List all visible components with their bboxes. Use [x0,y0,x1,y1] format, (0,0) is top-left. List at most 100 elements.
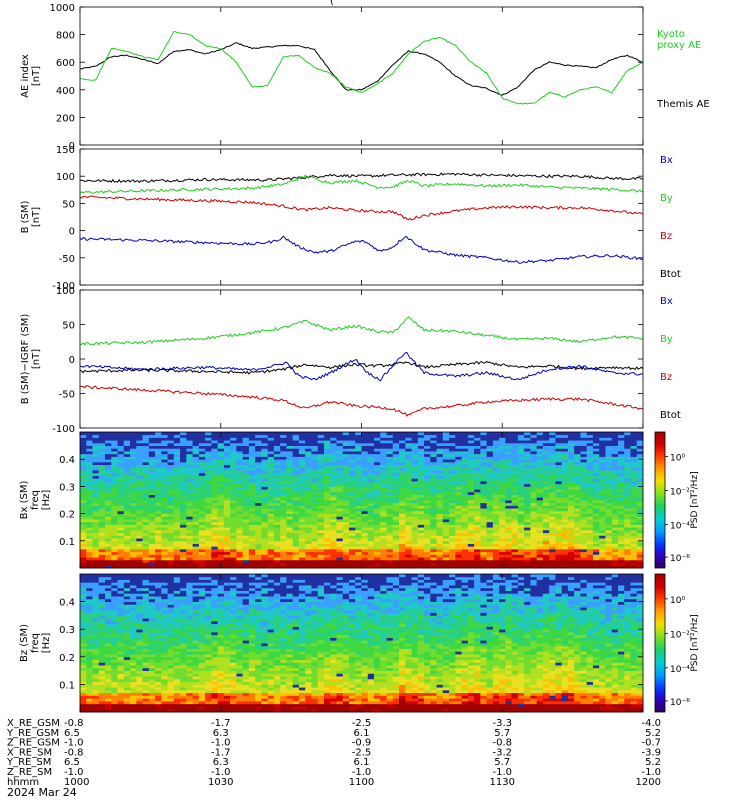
spectrogram-cell [142,480,150,485]
spectrogram-cell [105,574,112,578]
spectrogram-cell [173,470,181,474]
spectrogram-cell [248,451,256,455]
spectrogram-cell [411,478,419,482]
spectrogram-cell [105,546,112,550]
spectrogram-cell [611,470,619,474]
spectrogram-cell [98,440,106,444]
spectrogram-cell [348,565,356,569]
spectrogram-cell [561,448,569,452]
spectrogram-cell [524,532,531,536]
spectrogram-cell [217,540,225,544]
spectrogram-cell [330,456,337,460]
spectrogram-cell [542,500,550,504]
spectrogram-cell [630,453,638,457]
spectrogram-cell [530,437,538,441]
spectrogram-cell [549,456,556,460]
spectrogram-cell [617,489,625,493]
spectrogram-cell [117,508,125,512]
spectrogram-cell [605,478,613,482]
spectrogram-cell [530,524,538,528]
spectrogram-cell [574,521,581,525]
spectrogram-cell [111,432,118,436]
spectrogram-cell [180,451,187,455]
spectrogram-cell [380,529,387,534]
spectrogram-cell [242,472,250,476]
spectrogram-cell [267,434,275,438]
spectrogram-cell [180,562,187,566]
spectrogram-cell [586,478,594,482]
spectrogram-cell [255,535,262,539]
spectrogram-cell [499,472,506,476]
spectrogram-cell [505,513,513,517]
spectrogram-cell [467,472,475,476]
spectrogram-cell [536,551,544,555]
spectrogram-cell [186,510,193,514]
spectrogram-cell [117,475,125,479]
spectrogram-cell [486,497,494,501]
spectrogram-cell [242,448,250,452]
spectrogram-cell [311,448,319,452]
spectrogram-cell [161,505,168,509]
spectrogram-cell [555,432,563,436]
spectrogram-cell [211,461,219,466]
spectrogram-cell [267,456,275,460]
spectrogram-cell [561,445,569,449]
spectrogram-cell [248,456,256,460]
spectrogram-cell [155,472,162,476]
spectrogram-cell [111,453,118,457]
spectrogram-cell [130,529,137,534]
spectrogram-cell [348,434,356,438]
spectrogram-cell [386,453,394,457]
spectrogram-cell [411,551,419,555]
spectrogram-cell [386,562,394,566]
spectrogram-cell [386,448,394,452]
spectrogram-cell [105,478,112,482]
spectrogram-cell [367,559,375,563]
spectrogram-cell [205,521,212,525]
spectrogram-cell [111,529,118,534]
spectrogram-cell [217,461,225,466]
spectrogram-cell [536,494,544,498]
spectrogram-cell [555,475,563,479]
spectrogram-cell [480,535,488,539]
spectrogram-cell [392,546,400,550]
spectrogram-cell [98,709,106,713]
spectrogram-cell [280,478,287,482]
spectrogram-cell [536,554,544,558]
spectrogram-cell [461,437,469,441]
spectrogram-cell [561,538,569,542]
spectrogram-cell [499,437,506,441]
spectrogram-cell [592,519,600,523]
spectrogram-cell [230,562,237,566]
spectrogram-cell [292,486,300,490]
spectrogram-cell [624,448,631,452]
spectrogram-cell [517,565,525,569]
spectrogram-cell [336,516,344,520]
spectrogram-cell [192,472,200,476]
spectrogram-cell [98,648,106,652]
spectrogram-cell [411,510,419,514]
spectrogram-cell [123,516,131,520]
spectrogram-cell [123,453,131,457]
spectrogram-cell [355,467,362,471]
spectrogram-cell [636,535,644,539]
spectrogram-cell [167,494,175,498]
spectrogram-cell [111,470,118,474]
spectrogram-cell [561,543,569,547]
spectrogram-cell [555,516,563,520]
spectrogram-cell [505,540,513,544]
spectrogram-cell [261,532,269,536]
spectrogram-cell [611,529,619,534]
series-bz [79,385,644,418]
spectrogram-cell [92,640,100,644]
spectrogram-cell [286,470,294,474]
spectrogram-cell [80,609,87,614]
spectrogram-cell [636,554,644,558]
spectrogram-cell [161,448,168,452]
spectrogram-cell [424,434,431,438]
spectrogram-cell [105,582,112,586]
spectrogram-cell [98,486,106,490]
spectrogram-cell [405,494,412,498]
spectrogram-cell [392,491,400,495]
spectrogram-cell [161,559,168,563]
